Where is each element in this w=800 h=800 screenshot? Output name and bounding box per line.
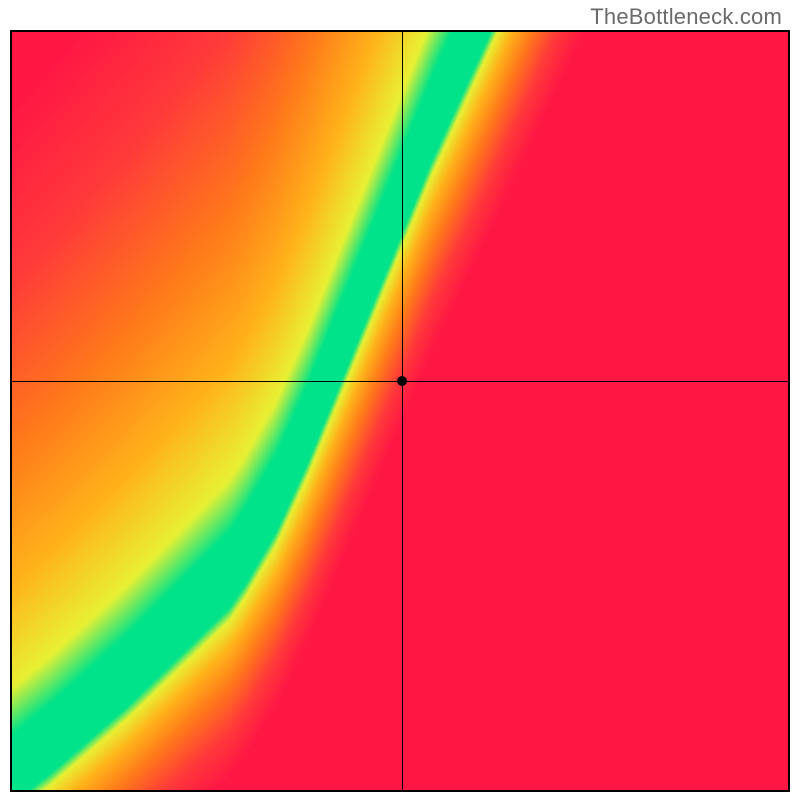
watermark-text: TheBottleneck.com [590,4,782,30]
chart-container: TheBottleneck.com [0,0,800,800]
plot-box [10,30,790,792]
heatmap-canvas [12,32,788,790]
